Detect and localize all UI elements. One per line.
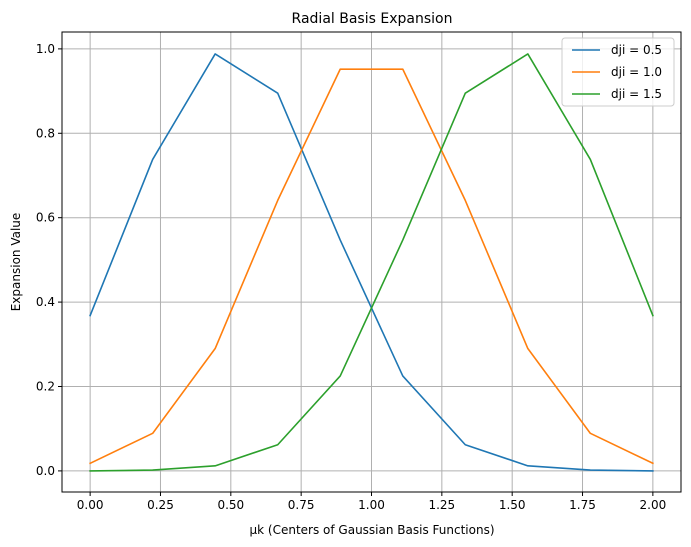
x-tick-label: 0.50: [217, 498, 244, 512]
y-tick-label: 0.2: [36, 379, 55, 393]
chart-title: Radial Basis Expansion: [292, 11, 453, 27]
x-tick-label: 2.00: [640, 498, 667, 512]
data-series: [89, 53, 654, 472]
legend-label-1: dji = 0.5: [611, 43, 662, 57]
y-axis-label: Expansion Value: [9, 213, 23, 312]
chart-legend: dji = 0.5 dji = 1.0 dji = 1.5: [561, 37, 675, 107]
y-tick-label: 0.0: [36, 464, 55, 478]
x-tick-label: 0.00: [77, 498, 104, 512]
x-tick-label: 1.50: [499, 498, 526, 512]
legend-label-2: dji = 1.0: [611, 65, 662, 79]
axis-ticks: 0.00 0.25 0.50 0.75 1.00 1.25 1.50 1.75 2.00 0.0 0…: [36, 42, 666, 512]
x-tick-label: 1.25: [428, 498, 455, 512]
y-tick-label: 0.6: [36, 211, 55, 225]
y-tick-label: 0.4: [36, 295, 55, 309]
legend-label-3: dji = 1.5: [611, 87, 662, 101]
x-tick-label: 0.75: [288, 498, 315, 512]
x-tick-label: 1.75: [569, 498, 596, 512]
y-tick-label: 1.0: [36, 42, 55, 56]
legend-box: [561, 37, 675, 107]
x-tick-label: 0.25: [147, 498, 174, 512]
series-line-3: [89, 53, 654, 472]
x-tick-label: 1.00: [358, 498, 385, 512]
series-line-2: [89, 68, 654, 465]
grid-lines: [62, 32, 681, 492]
x-axis-label: μk (Centers of Gaussian Basis Functions): [250, 523, 495, 537]
y-tick-label: 0.8: [36, 126, 55, 140]
